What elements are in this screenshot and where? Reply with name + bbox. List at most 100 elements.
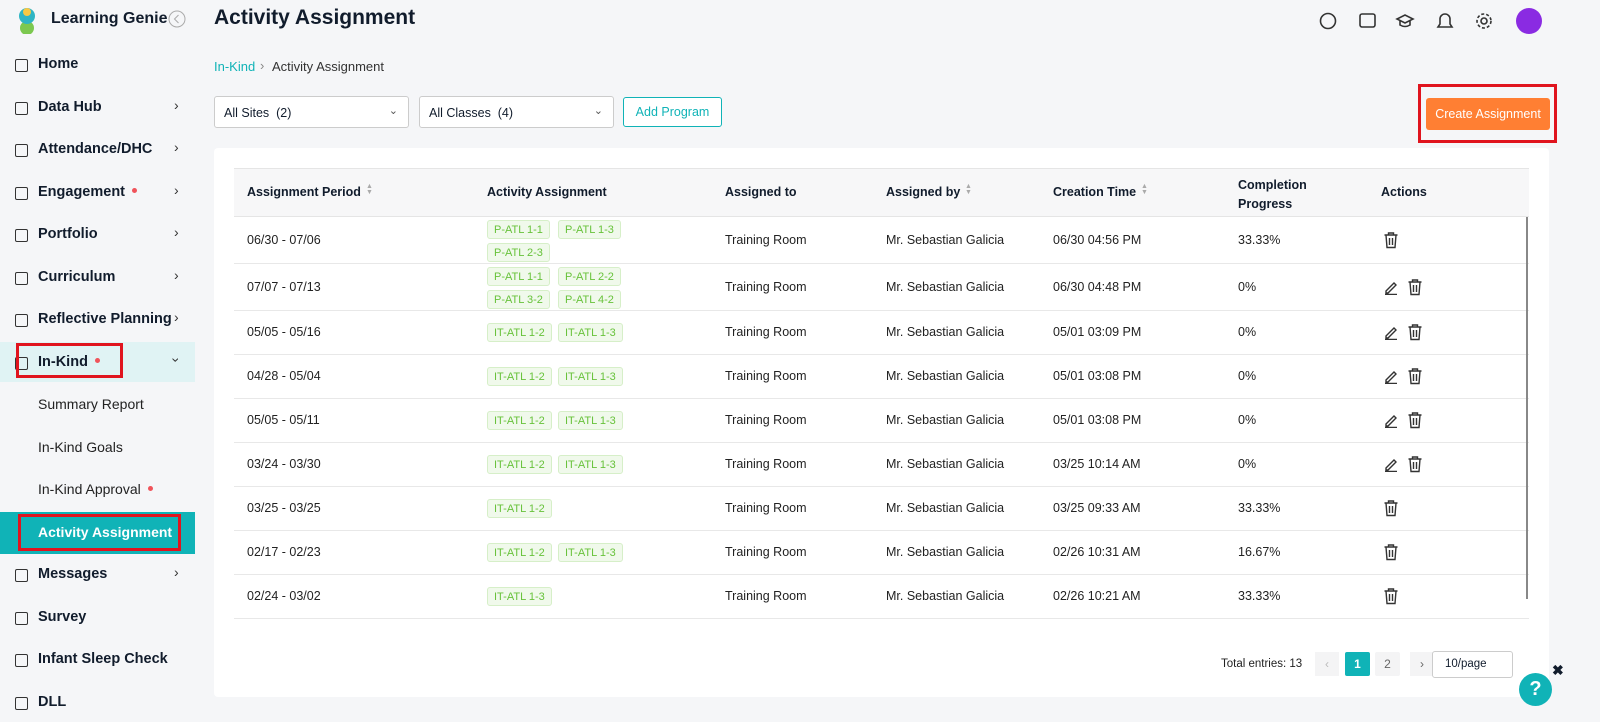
row-divider [234, 310, 1529, 311]
next-page[interactable]: › [1410, 652, 1434, 676]
total-entries: Total entries: 13 [1221, 658, 1303, 670]
chevron[interactable]: › [174, 564, 179, 580]
logo [19, 8, 35, 34]
icon-bar [1319, 8, 1542, 34]
chat-icon[interactable] [1319, 12, 1337, 30]
add-program-button[interactable]: Add Program [623, 97, 722, 127]
delete-button[interactable] [1407, 411, 1423, 429]
breadcrumb-separator: › [260, 58, 265, 73]
chevron[interactable]: › [174, 309, 179, 325]
page-button[interactable]: 2 [1375, 652, 1400, 676]
delete-button[interactable] [1407, 367, 1423, 385]
chevron[interactable]: › [168, 357, 185, 362]
nav-item[interactable]: Infant Sleep Check [38, 651, 168, 667]
cell-assigned-to: Training Room [725, 279, 807, 294]
nav-item[interactable]: Reflective Planning [38, 311, 172, 327]
nav-item[interactable]: Engagement [38, 183, 126, 200]
avatar[interactable] [1516, 8, 1542, 34]
dropdown-arrow: ⌄ [593, 105, 603, 117]
cell-assigned-by: Mr. Sebastian Galicia [886, 369, 1005, 383]
cell-assigned-by: Mr. Sebastian Galicia [886, 279, 1005, 294]
chevron[interactable]: › [174, 224, 179, 240]
nav-subitem[interactable]: In-Kind Approval [38, 481, 141, 497]
activity-tag: IT-ATL 1-3 [558, 543, 623, 562]
nav-subitem[interactable]: Activity Assignment [38, 523, 173, 540]
activity-tag: IT-ATL 1-2 [487, 499, 552, 518]
cell-progress: 0% [1238, 457, 1257, 471]
nav-item[interactable]: Attendance/DHC [38, 141, 153, 157]
cell-progress: 0% [1238, 369, 1257, 383]
column-header[interactable]: Creation Time [1053, 185, 1137, 199]
column-header: Assigned to [725, 185, 797, 199]
nav-subitem[interactable]: Summary Report [38, 396, 144, 412]
delete-button[interactable] [1383, 499, 1399, 517]
nav-subitem[interactable]: In-Kind Goals [38, 438, 123, 455]
page-button[interactable]: 1 [1345, 652, 1370, 676]
cell-assigned-by: Mr. Sebastian Galicia [886, 501, 1005, 515]
delete-button[interactable] [1383, 543, 1399, 561]
prev-page[interactable]: ‹ [1315, 652, 1339, 676]
nav-item[interactable]: Messages [38, 566, 108, 582]
delete-button[interactable] [1383, 587, 1399, 605]
filter-label: All Sites (2) [224, 106, 292, 120]
nav-item[interactable]: In-Kind [38, 353, 88, 370]
edit-button[interactable] [1383, 368, 1399, 385]
class-filter[interactable]: All Classes (4) ⌄ [419, 96, 614, 128]
help-button[interactable]: ? [1519, 673, 1552, 706]
learn-icon[interactable] [1395, 14, 1415, 28]
chevron[interactable]: › [174, 96, 179, 113]
column-header[interactable]: Assigned by [886, 185, 961, 199]
activity-tag: P-ATL 1-1 [487, 267, 550, 286]
nav-item[interactable]: Data Hub [38, 98, 102, 115]
cell-period: 06/30 - 07/06 [247, 232, 321, 247]
chevron[interactable]: › [174, 139, 179, 155]
activity-tag: P-ATL 1-3 [558, 220, 621, 239]
page-size[interactable]: 10/page [1432, 651, 1513, 678]
cell-assigned-to: Training Room [725, 457, 807, 471]
nav-item[interactable]: Survey [38, 608, 87, 625]
delete-button[interactable] [1407, 278, 1423, 296]
nav-item[interactable]: Home [38, 56, 79, 72]
collapse-button[interactable] [168, 10, 186, 28]
cell-assigned-by: Mr. Sebastian Galicia [886, 545, 1005, 559]
cell-created: 05/01 03:09 PM [1053, 325, 1142, 339]
activity-tag: P-ATL 4-2 [558, 290, 621, 309]
nav-icon [15, 696, 28, 710]
column-header[interactable]: Assignment Period [247, 185, 361, 199]
delete-button[interactable] [1407, 323, 1423, 341]
settings-icon[interactable] [1480, 17, 1488, 25]
column-header: Actions [1381, 185, 1427, 199]
site-filter[interactable]: All Sites (2) ⌄ [214, 96, 409, 128]
report-icon[interactable] [1359, 13, 1376, 28]
close-help[interactable]: ✖ [1552, 662, 1564, 678]
create-assignment-button[interactable]: Create Assignment [1426, 98, 1550, 130]
edit-button[interactable] [1383, 456, 1399, 473]
activity-tag: IT-ATL 1-3 [558, 455, 623, 474]
chevron[interactable]: › [174, 181, 179, 198]
edit-button[interactable] [1383, 412, 1399, 429]
edit-button[interactable] [1383, 279, 1399, 295]
cell-assigned-by: Mr. Sebastian Galicia [886, 413, 1005, 427]
delete-button[interactable] [1383, 231, 1399, 249]
nav-icon [15, 314, 28, 327]
bell-icon[interactable] [1436, 13, 1454, 28]
cell-assigned-by: Mr. Sebastian Galicia [886, 232, 1005, 247]
nav-item[interactable]: Curriculum [38, 268, 116, 285]
nav-item[interactable]: Portfolio [38, 226, 98, 242]
cell-period: 02/24 - 03/02 [247, 589, 321, 603]
app-name: Learning Genie [51, 10, 168, 27]
scrollbar [1526, 217, 1528, 599]
dropdown-arrow: ⌄ [388, 105, 398, 117]
cell-created: 03/25 10:14 AM [1053, 457, 1141, 471]
delete-button[interactable] [1407, 455, 1423, 473]
activity-tag: P-ATL 3-2 [487, 290, 550, 309]
nav-icon [15, 654, 28, 667]
cell-progress: 0% [1238, 279, 1257, 294]
breadcrumb-link[interactable]: In-Kind [214, 59, 256, 74]
cell-assigned-to: Training Room [725, 589, 807, 603]
nav-icon [15, 101, 28, 115]
nav-item[interactable]: DLL [38, 693, 67, 710]
chevron[interactable]: › [174, 266, 179, 283]
cell-period: 05/05 - 05/16 [247, 325, 321, 339]
edit-button[interactable] [1383, 324, 1399, 341]
